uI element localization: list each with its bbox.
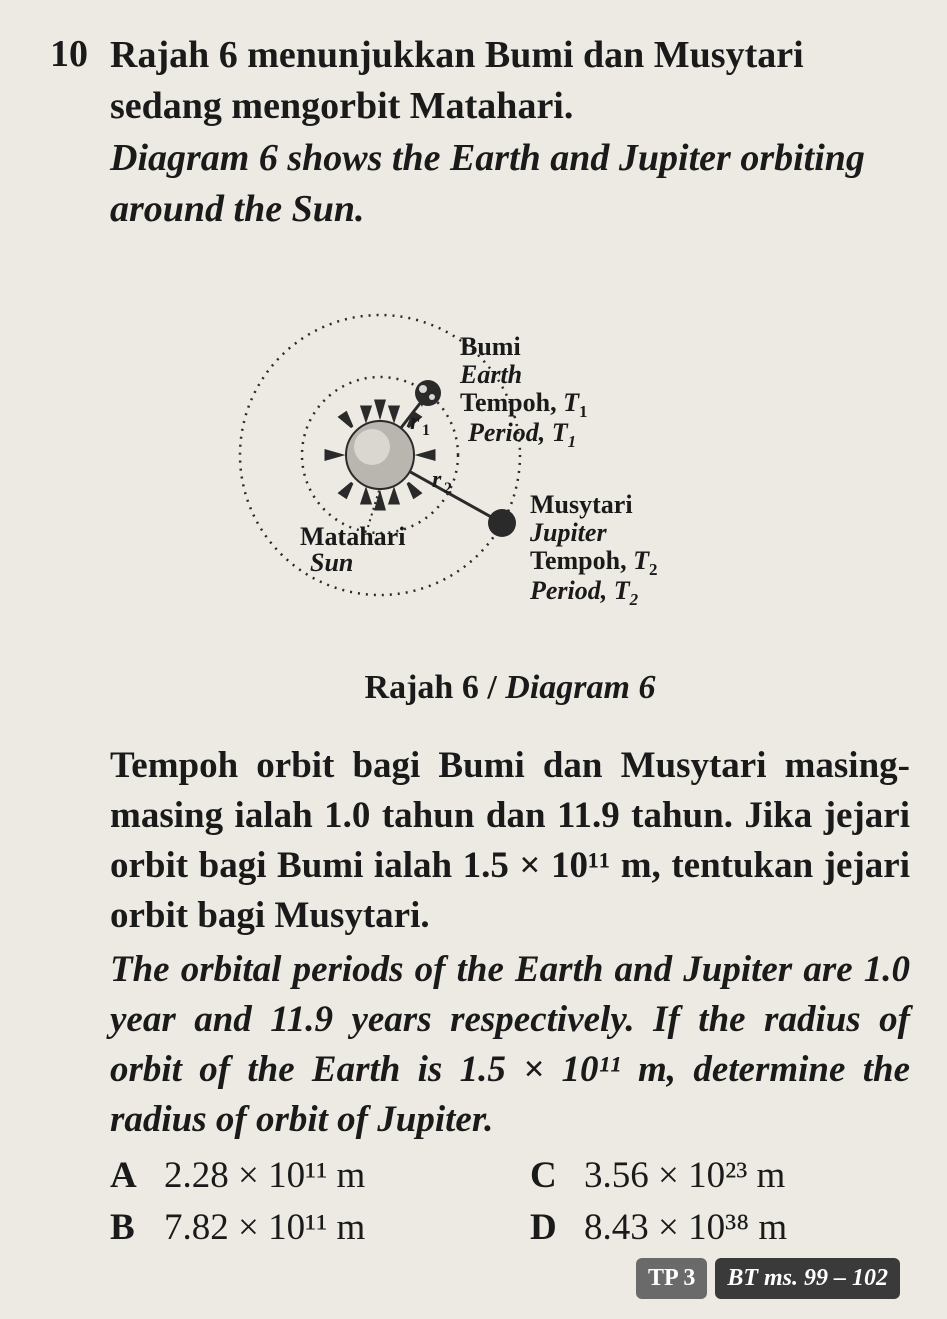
caption-english: Diagram 6 [505, 669, 655, 706]
body-english: The orbital periods of the Earth and Jup… [110, 945, 910, 1145]
question-body: Rajah 6 menunjukkan Bumi dan Musytari se… [110, 30, 910, 1299]
earth-label-mal: Bumi [460, 332, 521, 361]
sun-label-mal: Matahari [300, 522, 405, 551]
option-value: 7.82 × 10¹¹ m [164, 1203, 365, 1253]
option-value: 2.28 × 10¹¹ m [164, 1151, 365, 1201]
orbit-diagram: r 1 r 2 Bumi Earth Tempoh, T1 Period, T1… [200, 265, 820, 645]
question-number: 10 [50, 30, 110, 79]
tp-badge: TP 3 [636, 1258, 707, 1298]
sun-label-eng: Sun [310, 548, 353, 577]
svg-text:r: r [410, 409, 420, 435]
svg-text:1: 1 [422, 422, 430, 439]
option-letter: B [110, 1203, 140, 1253]
bt-badge: BT ms. 99 – 102 [715, 1258, 900, 1298]
options: A 2.28 × 10¹¹ m C 3.56 × 10²³ m B 7.82 ×… [110, 1151, 910, 1253]
page: 10 Rajah 6 menunjukkan Bumi dan Musytari… [0, 0, 947, 1319]
jupiter-label-mal: Musytari [530, 490, 633, 519]
option-letter: D [530, 1203, 560, 1253]
option-letter: C [530, 1151, 560, 1201]
svg-text:Tempoh, T2: Tempoh, T2 [530, 546, 657, 579]
caption-malay: Rajah 6 [365, 669, 479, 706]
caption-sep: / [479, 669, 505, 706]
diagram-caption: Rajah 6 / Diagram 6 [110, 665, 910, 711]
footer-badges: TP 3 BT ms. 99 – 102 [110, 1258, 910, 1298]
body-malay: Tempoh orbit bagi Bumi dan Musytari masi… [110, 741, 910, 941]
option-c: C 3.56 × 10²³ m [530, 1151, 910, 1201]
svg-text:2: 2 [444, 480, 452, 497]
svg-text:r: r [432, 467, 442, 493]
option-letter: A [110, 1151, 140, 1201]
svg-text:Period, T1: Period, T1 [467, 418, 576, 451]
question-english: Diagram 6 shows the Earth and Jupiter or… [110, 133, 910, 236]
svg-text:Period, T2: Period, T2 [529, 576, 639, 609]
option-b: B 7.82 × 10¹¹ m [110, 1203, 490, 1253]
jupiter-label-eng: Jupiter [529, 518, 607, 547]
option-a: A 2.28 × 10¹¹ m [110, 1151, 490, 1201]
earth-label-eng: Earth [459, 360, 522, 389]
option-value: 3.56 × 10²³ m [584, 1151, 785, 1201]
option-d: D 8.43 × 10³⁸ m [530, 1203, 910, 1253]
option-value: 8.43 × 10³⁸ m [584, 1203, 787, 1253]
question-malay: Rajah 6 menunjukkan Bumi dan Musytari se… [110, 30, 910, 133]
diagram-container: r 1 r 2 Bumi Earth Tempoh, T1 Period, T1… [110, 265, 910, 645]
svg-text:Tempoh, T1: Tempoh, T1 [460, 388, 587, 421]
question-row: 10 Rajah 6 menunjukkan Bumi dan Musytari… [50, 30, 907, 1299]
